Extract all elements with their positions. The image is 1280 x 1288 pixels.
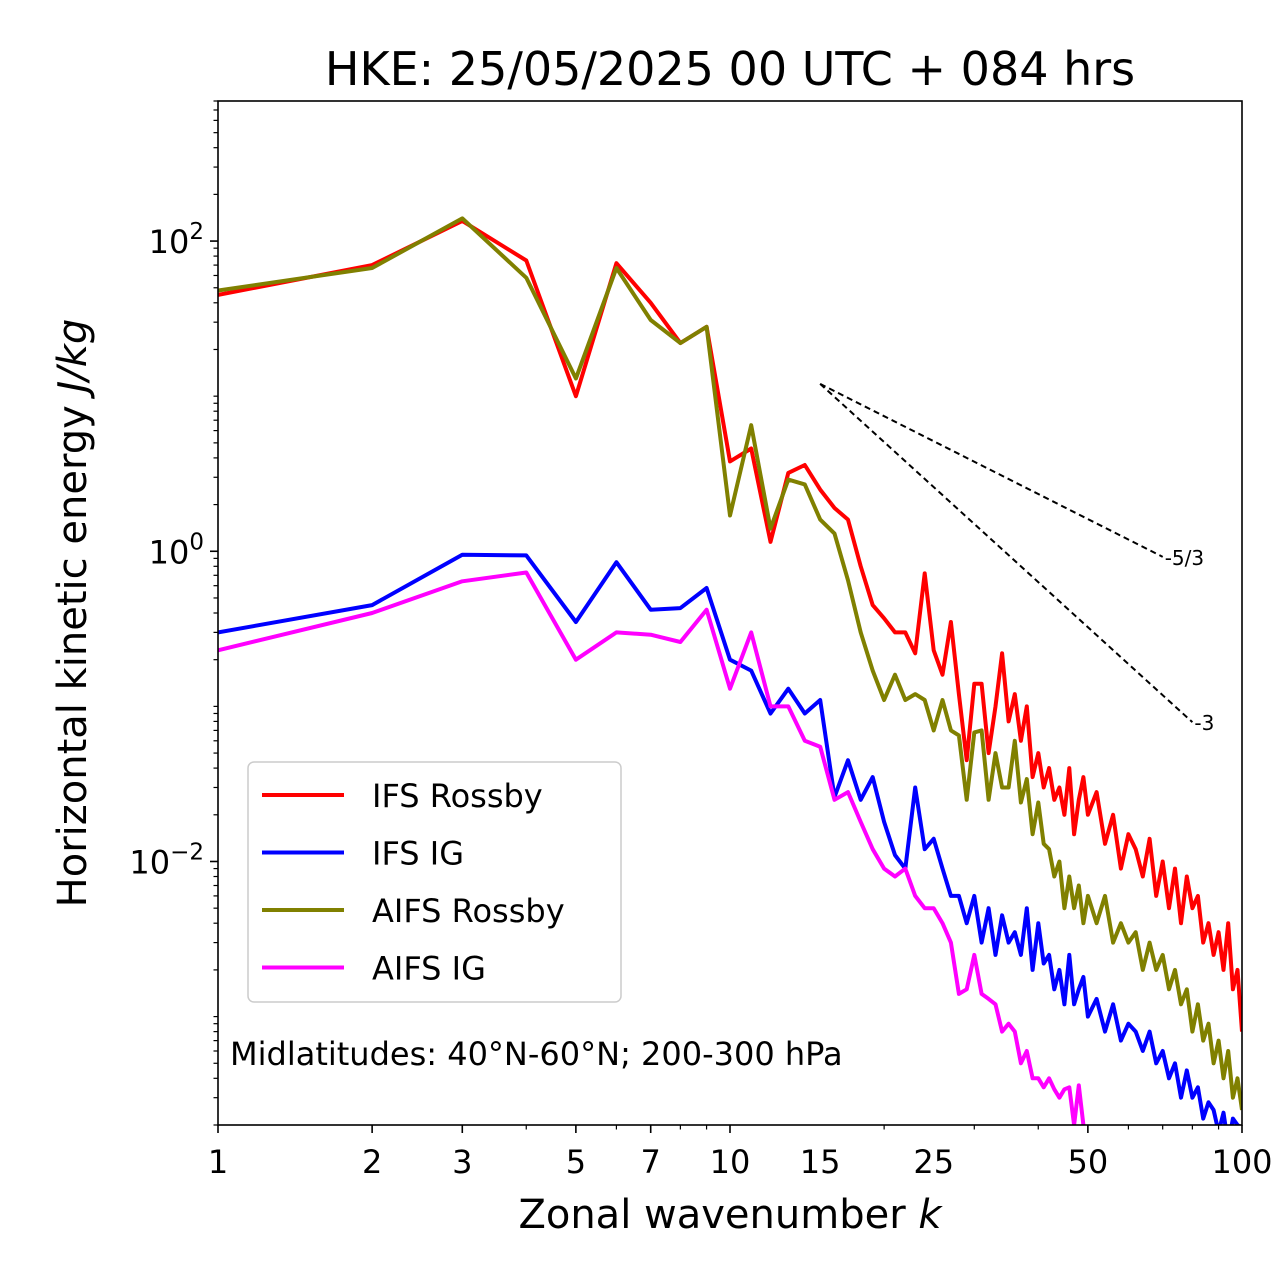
legend-entries: IFS Rossby IFS IG AIFS Rossby AIFS IG xyxy=(262,777,565,988)
legend-label-ifs-ig: IFS IG xyxy=(372,835,464,873)
reference-line-label: -5/3 xyxy=(1165,546,1204,570)
legend-label-aifs-rossby: AIFS Rossby xyxy=(372,892,565,930)
x-tick-label: 50 xyxy=(1068,1143,1109,1181)
reference-slope-lines: -5/3 -3 xyxy=(819,383,1214,735)
series-line-ifs-ig xyxy=(218,552,1241,1125)
x-tick-label: 5 xyxy=(566,1143,586,1181)
x-tick-label: 1 xyxy=(208,1143,228,1181)
x-tick-label: 25 xyxy=(913,1143,954,1181)
reference-line-label: -3 xyxy=(1194,711,1214,735)
reference-line-slope-3 xyxy=(819,383,1194,723)
legend-label-ifs-rossby: IFS Rossby xyxy=(372,777,543,815)
legend-frame xyxy=(247,761,622,1003)
series-line-aifs-ig xyxy=(218,570,1086,1125)
y-tick-label: 10−2 xyxy=(129,839,204,881)
y-axis: 10−2 100 102 xyxy=(129,100,218,1126)
legend-label-aifs-ig: AIFS IG xyxy=(372,950,486,988)
y-tick-label: 100 xyxy=(149,529,204,571)
legend: IFS Rossby IFS IG AIFS Rossby AIFS IG xyxy=(247,761,622,1003)
y-tick-label: 102 xyxy=(149,219,204,261)
x-axis: 1 2 3 5 7 10 15 25 50 100 xyxy=(208,1125,1273,1181)
x-tick-label: 3 xyxy=(452,1143,472,1181)
x-tick-label: 100 xyxy=(1211,1143,1272,1181)
reference-line-slope-5-3 xyxy=(819,383,1164,558)
x-tick-label: 15 xyxy=(800,1143,841,1181)
region-annotation: Midlatitudes: 40°N-60°N; 200-300 hPa xyxy=(230,1035,843,1073)
series-line-aifs-rossby xyxy=(218,216,1242,1111)
chart-title: HKE: 25/05/2025 00 UTC + 084 hrs xyxy=(325,42,1135,96)
x-axis-label: Zonal wavenumber k xyxy=(518,1192,943,1238)
series-line-ifs-rossby xyxy=(218,218,1242,1032)
y-axis-label: Horizontal kinetic energy J/kg xyxy=(50,319,96,908)
series-layer xyxy=(218,216,1242,1125)
x-tick-label: 10 xyxy=(710,1143,751,1181)
x-tick-label: 2 xyxy=(362,1143,382,1181)
x-tick-label: 7 xyxy=(641,1143,661,1181)
